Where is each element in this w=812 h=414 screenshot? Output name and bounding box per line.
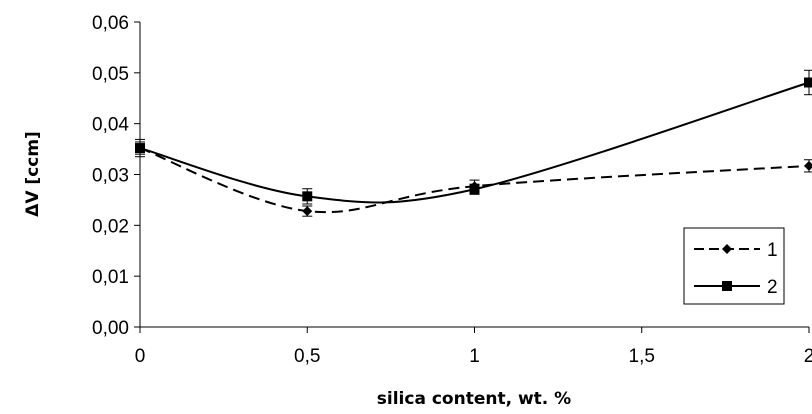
x-axis-title: silica content, wt. % [377,389,571,409]
y-tick-label: 0,01 [92,267,129,288]
legend-label: 2 [767,277,778,298]
data-point-series-2 [469,184,480,195]
data-point-series-1 [302,206,313,217]
legend: 12 [683,227,785,305]
series-line-1 [139,147,810,214]
data-markers [135,69,812,217]
series-lines [139,81,810,214]
legend-marker-1 [722,244,732,254]
legend-marker-2 [722,281,732,291]
y-tick-label: 0,04 [92,115,129,136]
axes [134,21,810,333]
tick-labels: 0,00 0,01 0,02 0,03 0,04 0,05 0,06 0 0,5 1 1,5 2 [92,13,812,367]
y-tick-label: 0,03 [92,166,129,187]
x-tick-label: 0,5 [294,346,320,367]
y-axis-title: ΔV [ccm] [23,131,43,217]
x-tick-label: 0 [135,346,146,367]
x-tick-label: 2 [804,346,812,367]
y-tick-label: 0,06 [92,13,129,34]
data-point-series-1 [804,160,812,171]
data-point-series-2 [135,143,145,154]
data-point-series-2 [804,77,812,88]
x-tick-label: 1 [469,346,480,367]
x-tick-label: 1,5 [629,346,655,367]
y-tick-label: 0,05 [92,64,129,85]
legend-label: 1 [767,240,778,261]
series-line-2 [139,81,810,204]
y-tick-label: 0,00 [92,318,129,339]
legend-box [683,227,785,305]
data-point-series-2 [302,191,313,202]
y-tick-label: 0,02 [92,216,129,237]
